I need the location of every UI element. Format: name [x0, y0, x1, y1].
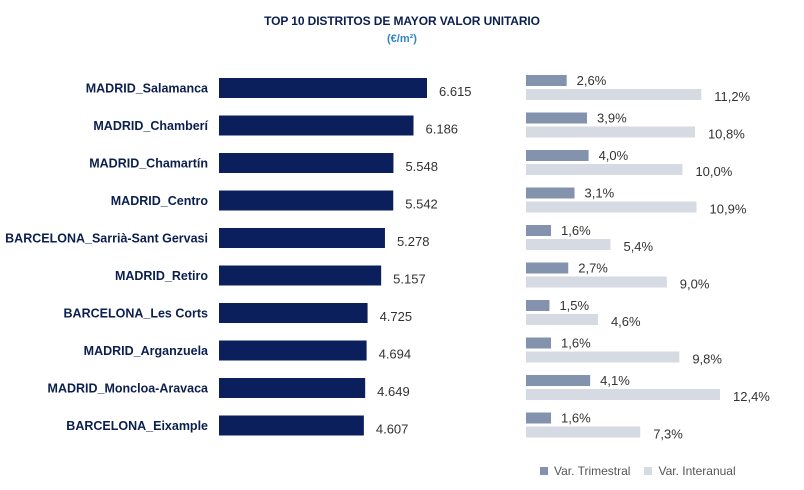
value-bar: [219, 190, 394, 211]
legend-swatch-trimestral: [540, 467, 548, 475]
trimestral-bar: [526, 262, 569, 274]
trimestral-label: 4,0%: [599, 148, 629, 163]
value-bar: [219, 228, 385, 248]
interanual-label: 10,0%: [695, 164, 732, 179]
value-bar: [219, 340, 367, 361]
interanual-bar: [526, 201, 697, 213]
category-label: BARCELONA_Les Corts: [64, 307, 209, 321]
interanual-bar: [526, 164, 683, 175]
interanual-bar: [526, 426, 641, 438]
trimestral-label: 1,6%: [561, 223, 591, 238]
trimestral-bar: [526, 75, 567, 86]
trimestral-bar: [526, 225, 552, 236]
value-label: 4.725: [380, 309, 413, 324]
category-label: MADRID_Chamartín: [89, 157, 208, 171]
interanual-bar: [526, 314, 598, 325]
legend-label-trimestral: Var. Trimestral: [554, 464, 631, 478]
interanual-bar: [526, 276, 667, 288]
legend-swatch-interanual: [644, 467, 653, 475]
value-bar: [219, 78, 427, 98]
interanual-label: 10,8%: [708, 127, 745, 142]
category-label: MADRID_Arganzuela: [84, 344, 209, 358]
category-label: BARCELONA_Eixample: [66, 419, 208, 433]
category-label: MADRID_Retiro: [115, 269, 208, 283]
trimestral-bar: [526, 375, 591, 386]
trimestral-bar: [526, 150, 589, 161]
trimestral-label: 2,7%: [578, 261, 608, 276]
value-label: 5.157: [393, 272, 426, 287]
trimestral-label: 2,6%: [577, 73, 607, 88]
trimestral-bar: [526, 412, 552, 424]
category-label: BARCELONA_Sarrià-Sant Gervasi: [5, 232, 208, 246]
interanual-bar: [526, 351, 680, 363]
value-label: 4.694: [379, 347, 412, 362]
interanual-label: 7,3%: [653, 427, 683, 442]
trimestral-label: 1,5%: [559, 298, 589, 313]
trimestral-bar: [526, 112, 588, 124]
value-label: 5.548: [405, 159, 438, 174]
value-label: 4.607: [376, 422, 409, 437]
trimestral-label: 3,9%: [597, 111, 627, 126]
value-label: 6.186: [426, 122, 459, 137]
value-label: 5.542: [405, 197, 438, 212]
value-label: 5.278: [397, 234, 430, 249]
chart-subtitle: (€/m²): [387, 33, 417, 45]
interanual-bar: [526, 89, 702, 100]
value-bar: [219, 115, 414, 136]
legend-label-interanual: Var. Interanual: [658, 464, 736, 478]
trimestral-label: 3,1%: [585, 186, 615, 201]
interanual-label: 9,8%: [692, 352, 722, 367]
interanual-label: 11,2%: [714, 89, 750, 104]
trimestral-label: 1,6%: [561, 411, 591, 426]
trimestral-bar: [526, 187, 575, 199]
interanual-bar: [526, 126, 695, 138]
interanual-label: 12,4%: [733, 389, 770, 404]
interanual-label: 5,4%: [623, 239, 653, 254]
trimestral-label: 4,1%: [600, 373, 630, 388]
interanual-bar: [526, 389, 720, 400]
category-label: MADRID_Moncloa-Aravaca: [48, 382, 210, 396]
legend: Var. Trimestral Var. Interanual: [540, 464, 736, 478]
value-bar: [219, 265, 382, 286]
value-bar: [219, 303, 368, 323]
category-label: MADRID_Salamanca: [86, 82, 209, 96]
trimestral-bar: [526, 337, 552, 349]
chart-title: TOP 10 DISTRITOS DE MAYOR VALOR UNITARIO: [264, 14, 540, 28]
interanual-label: 4,6%: [611, 314, 641, 329]
value-bar: [219, 378, 366, 398]
interanual-label: 10,9%: [710, 202, 747, 217]
value-label: 6.615: [439, 84, 472, 99]
trimestral-bar: [526, 300, 550, 311]
trimestral-label: 1,6%: [561, 336, 591, 351]
category-label: MADRID_Chamberí: [93, 119, 208, 133]
value-bar: [219, 415, 364, 436]
value-bar: [219, 153, 394, 173]
interanual-label: 9,0%: [680, 277, 710, 292]
value-label: 4.649: [377, 384, 410, 399]
interanual-bar: [526, 239, 611, 250]
category-label: MADRID_Centro: [111, 194, 209, 208]
